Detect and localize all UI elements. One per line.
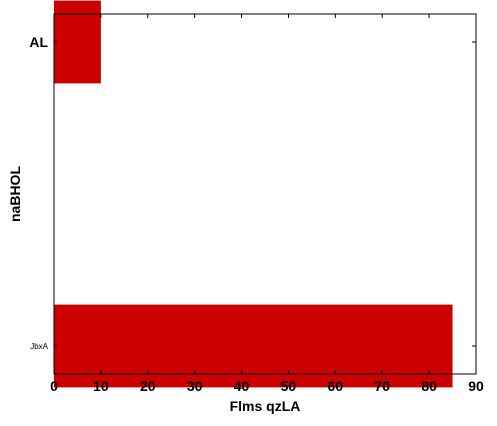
x-tick-label: 60	[328, 378, 344, 394]
y-axis-title: naBHOL	[7, 166, 23, 222]
x-tick-label: 10	[93, 378, 109, 394]
x-tick-label: 70	[374, 378, 390, 394]
x-tick-label: 40	[234, 378, 250, 394]
labels-group: AL JbxA 0 10 20 30 40 50 60 70 80 90	[29, 34, 484, 394]
bar-jbxa	[54, 304, 453, 388]
bar-al	[54, 0, 101, 84]
x-tick-label: 50	[281, 378, 297, 394]
x-tick-label: 30	[187, 378, 203, 394]
x-tick-label: 20	[140, 378, 156, 394]
x-tick-label: 90	[468, 378, 484, 394]
y-tick-label: AL	[29, 34, 48, 50]
plot-frame	[53, 13, 477, 375]
x-tick-label: 0	[50, 378, 58, 394]
bars-group	[54, 0, 453, 388]
y-tick-label: JbxA	[30, 342, 48, 351]
x-axis-title: Flms qzLA	[230, 398, 301, 414]
x-tick-label: 80	[421, 378, 437, 394]
